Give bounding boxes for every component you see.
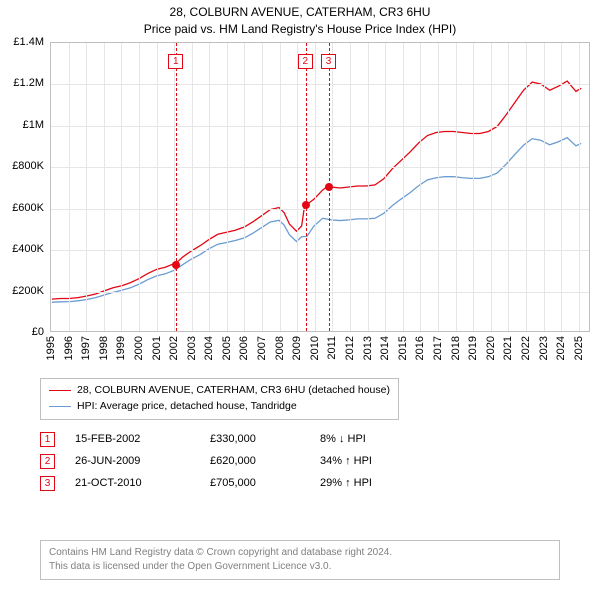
sales-table-row: 1 15-FEB-2002£330,0008% ↓ HPI (40, 428, 440, 450)
x-tick-label: 1997 (80, 336, 92, 360)
x-tick-label: 2023 (538, 336, 550, 360)
x-tick-label: 2021 (502, 336, 514, 360)
attribution-box: Contains HM Land Registry data © Crown c… (40, 540, 560, 580)
sales-row-diff: 34% ↑ HPI (320, 455, 440, 467)
y-tick-label: £1.2M (0, 77, 44, 89)
sale-marker-box: 3 (321, 54, 336, 69)
attribution-line1: Contains HM Land Registry data © Crown c… (49, 546, 551, 560)
x-tick-label: 1998 (98, 336, 110, 360)
x-tick-label: 2011 (326, 336, 338, 360)
y-tick-label: £0 (0, 326, 44, 338)
sale-vertical-line (306, 43, 307, 331)
x-tick-label: 1996 (63, 336, 75, 360)
sale-point (302, 201, 310, 209)
sale-point (172, 261, 180, 269)
attribution-line2: This data is licensed under the Open Gov… (49, 560, 551, 574)
x-tick-label: 2013 (362, 336, 374, 360)
x-tick-label: 2010 (309, 336, 321, 360)
sales-row-price: £330,000 (210, 433, 320, 445)
legend: 28, COLBURN AVENUE, CATERHAM, CR3 6HU (d… (40, 378, 399, 420)
x-tick-label: 2006 (238, 336, 250, 360)
sale-point (325, 183, 333, 191)
y-tick-label: £1.4M (0, 36, 44, 48)
sales-table-row: 2 26-JUN-2009£620,00034% ↑ HPI (40, 450, 440, 472)
x-tick-label: 2025 (573, 336, 585, 360)
sales-row-price: £620,000 (210, 455, 320, 467)
sales-row-diff: 29% ↑ HPI (320, 477, 440, 489)
series-line (52, 138, 581, 303)
x-tick-label: 2022 (520, 336, 532, 360)
x-tick-label: 2004 (203, 336, 215, 360)
x-tick-label: 2018 (450, 336, 462, 360)
x-tick-label: 2008 (274, 336, 286, 360)
x-tick-label: 2009 (291, 336, 303, 360)
x-tick-label: 2012 (344, 336, 356, 360)
sales-row-diff: 8% ↓ HPI (320, 433, 440, 445)
sales-row-marker: 3 (40, 476, 55, 491)
x-tick-label: 2024 (555, 336, 567, 360)
sale-marker-box: 2 (298, 54, 313, 69)
x-tick-label: 2019 (467, 336, 479, 360)
legend-label: 28, COLBURN AVENUE, CATERHAM, CR3 6HU (d… (77, 383, 390, 399)
legend-swatch (49, 390, 71, 391)
sale-vertical-line (176, 43, 177, 331)
sales-row-price: £705,000 (210, 477, 320, 489)
title-subtitle: Price paid vs. HM Land Registry's House … (0, 21, 600, 38)
legend-item: 28, COLBURN AVENUE, CATERHAM, CR3 6HU (d… (49, 383, 390, 399)
x-tick-label: 2001 (151, 336, 163, 360)
x-tick-label: 1995 (45, 336, 57, 360)
sales-row-date: 21-OCT-2010 (75, 477, 210, 489)
legend-swatch (49, 406, 71, 407)
y-tick-label: £600K (0, 202, 44, 214)
x-tick-label: 2016 (414, 336, 426, 360)
sales-row-marker: 2 (40, 454, 55, 469)
y-tick-label: £800K (0, 160, 44, 172)
sales-row-date: 15-FEB-2002 (75, 433, 210, 445)
x-tick-label: 2002 (168, 336, 180, 360)
x-tick-label: 2020 (485, 336, 497, 360)
chart-plot-area (50, 42, 590, 332)
x-tick-label: 1999 (115, 336, 127, 360)
x-tick-label: 2003 (186, 336, 198, 360)
legend-item: HPI: Average price, detached house, Tand… (49, 399, 390, 415)
sale-marker-box: 1 (168, 54, 183, 69)
y-tick-label: £200K (0, 285, 44, 297)
legend-label: HPI: Average price, detached house, Tand… (77, 399, 297, 415)
x-tick-label: 2007 (256, 336, 268, 360)
x-tick-label: 2005 (221, 336, 233, 360)
sales-table-row: 3 21-OCT-2010£705,00029% ↑ HPI (40, 472, 440, 494)
chart-title-block: 28, COLBURN AVENUE, CATERHAM, CR3 6HU Pr… (0, 0, 600, 38)
x-tick-label: 2014 (379, 336, 391, 360)
x-tick-label: 2015 (397, 336, 409, 360)
y-tick-label: £1M (0, 119, 44, 131)
series-line (52, 81, 581, 299)
title-address: 28, COLBURN AVENUE, CATERHAM, CR3 6HU (0, 4, 600, 21)
x-tick-label: 2000 (133, 336, 145, 360)
sales-row-date: 26-JUN-2009 (75, 455, 210, 467)
y-tick-label: £400K (0, 243, 44, 255)
sales-row-marker: 1 (40, 432, 55, 447)
x-tick-label: 2017 (432, 336, 444, 360)
sales-table: 1 15-FEB-2002£330,0008% ↓ HPI 2 26-JUN-2009… (40, 428, 440, 494)
